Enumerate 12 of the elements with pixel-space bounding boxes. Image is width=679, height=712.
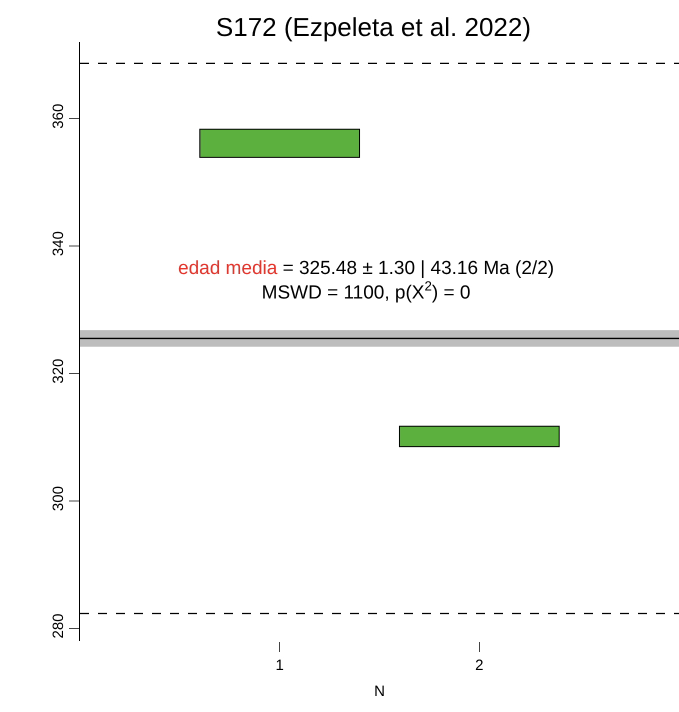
y-tick-label: 360 bbox=[50, 104, 67, 129]
annotation: = 325.48 ± 1.30 | 43.16 Ma (2/2) bbox=[282, 258, 554, 279]
y-tick-label: 340 bbox=[50, 231, 67, 256]
x-axis-title: N bbox=[374, 683, 385, 700]
y-tick-label: 280 bbox=[50, 613, 67, 639]
annotation: edad media bbox=[178, 258, 278, 279]
x-tick-label: 1 bbox=[276, 657, 284, 674]
chart-title: S172 (Ezpeleta et al. 2022) bbox=[216, 12, 532, 42]
y-tick-label: 300 bbox=[50, 486, 67, 512]
annotation: MSWD = 1100, p(X$^{2}$) = 0 bbox=[262, 278, 470, 304]
y-tick-label: 320 bbox=[50, 358, 67, 384]
x-tick-label: 2 bbox=[475, 657, 484, 674]
